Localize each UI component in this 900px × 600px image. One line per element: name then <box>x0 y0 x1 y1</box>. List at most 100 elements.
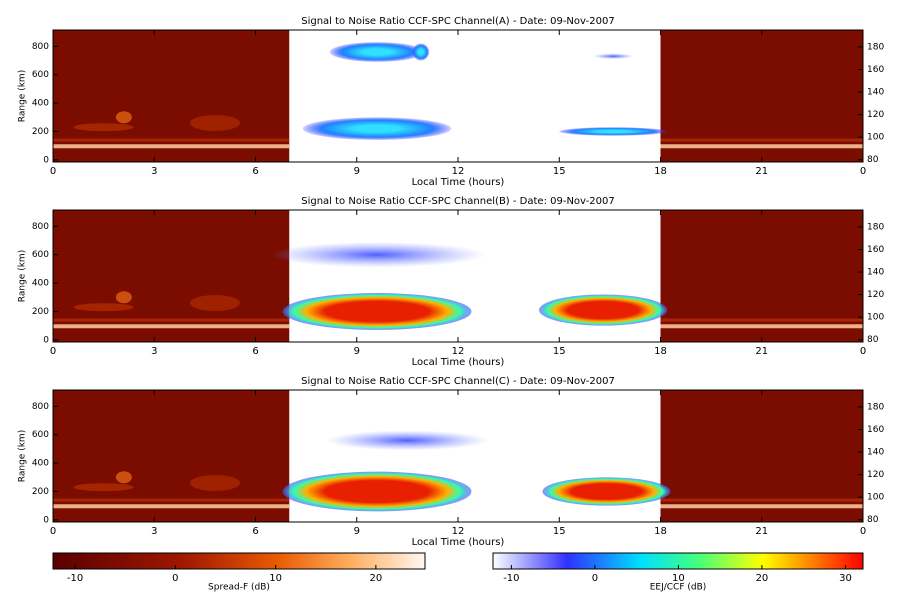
x-tick-label: 21 <box>755 346 768 357</box>
y2-tick-label: 140 <box>867 88 884 98</box>
echo-region <box>329 42 425 62</box>
y-tick-label: 800 <box>32 402 49 412</box>
y-tick-label: 400 <box>32 279 49 289</box>
y2-tick-label: 160 <box>867 65 884 75</box>
night-layer <box>53 504 290 509</box>
spread-f <box>73 123 134 132</box>
x-tick-label: 0 <box>860 526 866 537</box>
x-tick-label: 0 <box>50 346 56 357</box>
x-tick-label: 6 <box>252 346 258 357</box>
x-tick-label: 15 <box>553 526 566 537</box>
panel-title: Signal to Noise Ratio CCF-SPC Channel(B)… <box>301 196 615 207</box>
colorbar-tick-label: 10 <box>672 573 685 584</box>
night-layer <box>660 144 863 149</box>
x-axis-label: Local Time (hours) <box>412 537 505 548</box>
echo-region <box>412 43 430 61</box>
y-axis-label: Range (km) <box>18 70 28 122</box>
x-tick-label: 9 <box>354 526 360 537</box>
x-axis-label: Local Time (hours) <box>412 177 505 188</box>
x-tick-label: 0 <box>50 166 56 177</box>
y-tick-label: 400 <box>32 459 49 469</box>
colorbar-tick-label: 10 <box>269 573 282 584</box>
x-tick-label: 3 <box>151 166 157 177</box>
x-tick-label: 12 <box>452 526 465 537</box>
y-tick-label: 600 <box>32 250 49 260</box>
y-tick-label: 200 <box>32 307 49 317</box>
echo-region <box>542 477 671 506</box>
panel: Signal to Noise Ratio CCF-SPC Channel(C)… <box>18 376 885 548</box>
echo-region <box>326 430 489 451</box>
spread-f <box>73 303 134 312</box>
night-layer <box>53 318 290 322</box>
x-tick-label: 6 <box>252 526 258 537</box>
echo-region <box>282 293 472 330</box>
colorbar-tick-label: 30 <box>839 573 852 584</box>
x-tick-label: 18 <box>654 346 667 357</box>
night-layer <box>53 138 290 142</box>
x-tick-label: 6 <box>252 166 258 177</box>
colorbar-tick-label: 0 <box>172 573 178 584</box>
y2-tick-label: 100 <box>867 313 884 323</box>
y2-tick-label: 100 <box>867 133 884 143</box>
y2-tick-label: 120 <box>867 290 884 300</box>
echo-region <box>593 53 634 60</box>
y-tick-label: 200 <box>32 487 49 497</box>
x-tick-label: 0 <box>860 346 866 357</box>
spread-f <box>190 114 240 131</box>
y2-tick-label: 180 <box>867 42 884 52</box>
spread-f <box>190 294 240 311</box>
echo-region <box>559 127 668 136</box>
y2-tick-label: 80 <box>867 155 879 165</box>
panel-title: Signal to Noise Ratio CCF-SPC Channel(C)… <box>301 376 615 387</box>
panel: Signal to Noise Ratio CCF-SPC Channel(B)… <box>18 196 885 368</box>
y-axis-label: Range (km) <box>18 250 28 302</box>
y-tick-label: 600 <box>32 70 49 80</box>
x-tick-label: 15 <box>553 166 566 177</box>
colorbar-label: EEJ/CCF (dB) <box>650 583 707 593</box>
y2-tick-label: 160 <box>867 425 884 435</box>
y2-tick-label: 100 <box>867 493 884 503</box>
y-tick-label: 0 <box>43 335 49 345</box>
y2-tick-label: 140 <box>867 448 884 458</box>
y2-tick-label: 80 <box>867 335 879 345</box>
y-tick-label: 200 <box>32 127 49 137</box>
y-tick-label: 0 <box>43 515 49 525</box>
echo-region <box>269 241 485 268</box>
y2-tick-label: 140 <box>867 268 884 278</box>
spread-f <box>115 111 132 124</box>
colorbar-tick-label: 20 <box>756 573 769 584</box>
x-tick-label: 21 <box>755 526 768 537</box>
night-layer <box>53 324 290 329</box>
x-tick-label: 15 <box>553 346 566 357</box>
night-layer <box>660 504 863 509</box>
colorbar-tick-label: 20 <box>370 573 383 584</box>
x-tick-label: 0 <box>860 166 866 177</box>
night-layer <box>660 324 863 329</box>
x-tick-label: 3 <box>151 346 157 357</box>
echo-region <box>539 294 668 326</box>
colorbar-tick-label: -10 <box>67 573 83 584</box>
y-tick-label: 400 <box>32 99 49 109</box>
x-tick-label: 12 <box>452 166 465 177</box>
echo-region <box>302 117 452 140</box>
spread-f <box>115 291 132 304</box>
spread-f <box>73 483 134 492</box>
night-layer <box>53 144 290 149</box>
y2-tick-label: 180 <box>867 222 884 232</box>
colorbar <box>52 552 426 570</box>
y-axis-label: Range (km) <box>18 430 28 482</box>
colorbar-label: Spread-F (dB) <box>208 583 270 593</box>
spread-f <box>190 474 240 491</box>
y2-tick-label: 120 <box>867 470 884 480</box>
night-layer <box>660 498 863 502</box>
x-tick-label: 18 <box>654 526 667 537</box>
colorbar-tick-label: -10 <box>503 573 519 584</box>
y2-tick-label: 120 <box>867 110 884 120</box>
y-tick-label: 800 <box>32 42 49 52</box>
x-tick-label: 9 <box>354 346 360 357</box>
y-tick-label: 800 <box>32 222 49 232</box>
x-tick-label: 0 <box>50 526 56 537</box>
night-layer <box>660 318 863 322</box>
y-tick-label: 600 <box>32 430 49 440</box>
spread-f <box>115 471 132 484</box>
